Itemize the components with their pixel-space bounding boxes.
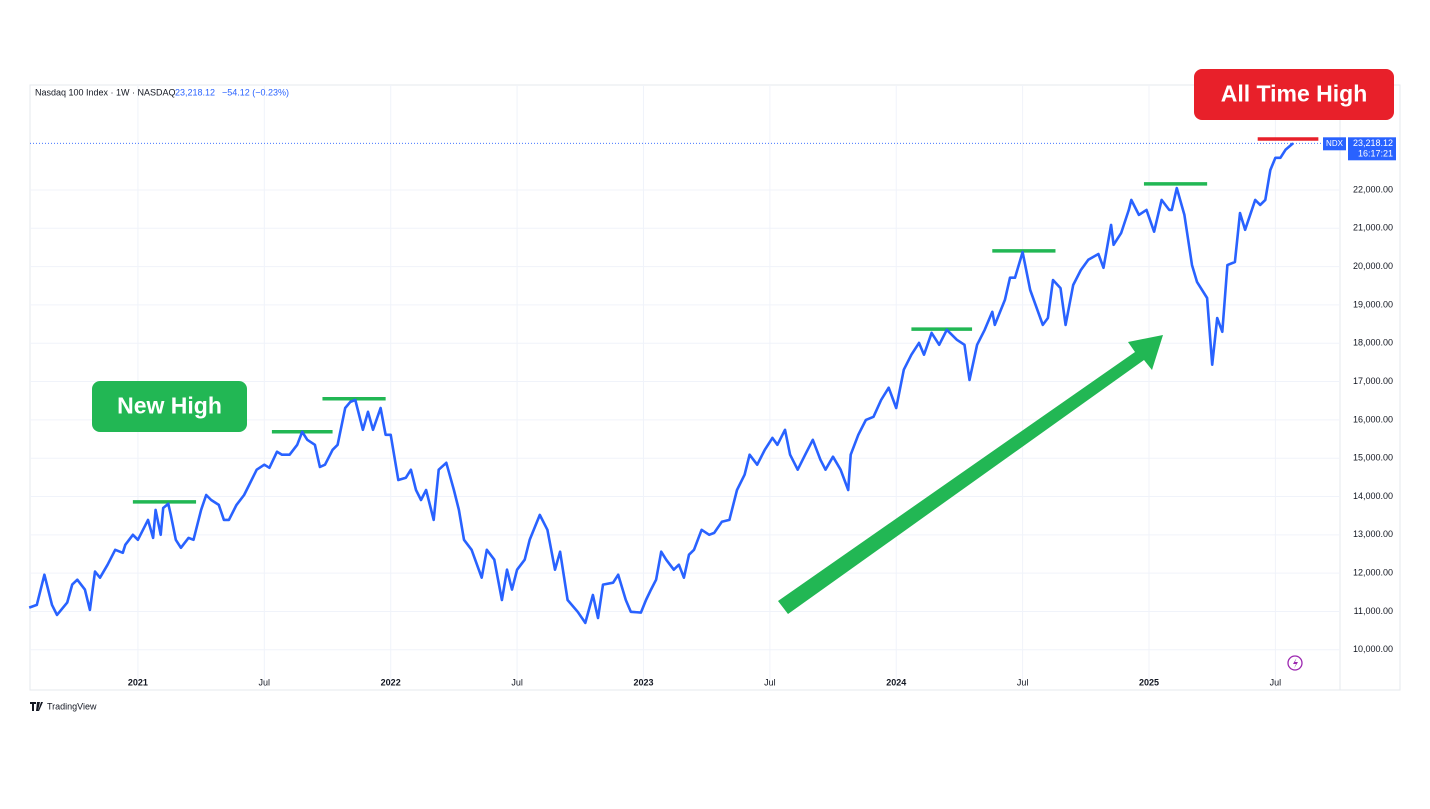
- y-tick-label: 20,000.00: [1353, 261, 1393, 271]
- x-tick-label: Jul: [511, 677, 523, 687]
- y-tick-label: 13,000.00: [1353, 529, 1393, 539]
- brand-logo: [30, 702, 43, 711]
- y-tick-label: 17,000.00: [1353, 376, 1393, 386]
- chart-title: Nasdaq 100 Index · 1W · NASDAQ: [35, 87, 176, 97]
- x-tick-label: Jul: [1017, 677, 1029, 687]
- countdown-label: 16:17:21: [1358, 149, 1393, 159]
- lightning-icon: [1287, 655, 1303, 671]
- x-tick-label: 2023: [633, 677, 653, 687]
- y-tick-label: 18,000.00: [1353, 338, 1393, 348]
- lightning-bolt: [1293, 658, 1298, 669]
- grid: [30, 85, 1340, 690]
- plot-frame: [29, 84, 1401, 691]
- badge: [92, 381, 247, 432]
- x-tick-label: Jul: [259, 677, 271, 687]
- price-tag-label: 23,218.12: [1353, 138, 1393, 148]
- y-tick-label: 14,000.00: [1353, 491, 1393, 501]
- brand: TradingView: [47, 701, 97, 711]
- x-tick-label: 2024: [886, 677, 906, 687]
- badge: [1194, 69, 1394, 120]
- y-tick-label: 22,000.00: [1353, 184, 1393, 194]
- x-tick-label: Jul: [1270, 677, 1282, 687]
- badge-label: New High: [117, 393, 222, 419]
- symbol-label: NDX: [1326, 139, 1344, 148]
- trend-arrow: [778, 335, 1163, 614]
- price-line: [28, 142, 1294, 625]
- y-tick-label: 15,000.00: [1353, 453, 1393, 463]
- y-tick-label: 11,000.00: [1354, 606, 1393, 616]
- x-tick-label: 2021: [128, 677, 148, 687]
- symbol-tag: [1323, 137, 1346, 151]
- y-tick-label: 10,000.00: [1353, 644, 1393, 654]
- price-tag: [1348, 137, 1396, 161]
- y-tick-label: 12,000.00: [1353, 568, 1393, 578]
- price-change: −54.12 (−0.23%): [222, 87, 289, 97]
- x-tick-label: 2025: [1139, 677, 1159, 687]
- x-tick-label: 2022: [381, 677, 401, 687]
- badge-label: All Time High: [1221, 81, 1368, 107]
- y-tick-label: 21,000.00: [1353, 223, 1393, 233]
- y-tick-label: 16,000.00: [1353, 414, 1393, 424]
- last-price: 23,218.12: [175, 87, 215, 97]
- y-tick-label: 19,000.00: [1353, 299, 1393, 309]
- x-tick-label: Jul: [764, 677, 776, 687]
